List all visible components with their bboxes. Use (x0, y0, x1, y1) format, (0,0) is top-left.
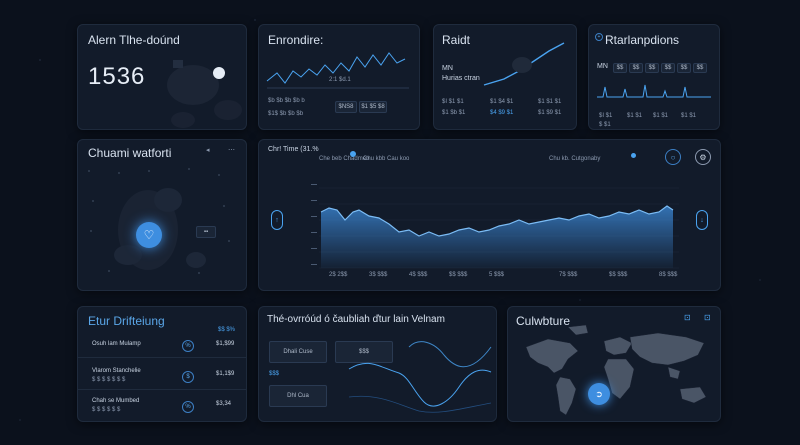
distribution-header: $$ $% (218, 327, 236, 333)
radit-col-3-b: $1 $9 $1 (538, 110, 562, 116)
timeline-next-icon[interactable]: ↓ (696, 210, 708, 230)
distribution-row-label: Chah se Mumbed (92, 398, 140, 404)
distribution-row-label: Osuh lam Mulamp (92, 341, 141, 347)
relations-panel: + Rtarlanpdions MN $$ $$ $$ $$ $$ $$ $ $… (588, 24, 720, 130)
lock-icon[interactable]: ⊡ (684, 313, 691, 322)
overview-panel: Thé-ovrróúd ó čaubliah ďtur lain Velnam … (258, 306, 497, 422)
distribution-row-sub: $ $ $ $ $ $ (92, 407, 121, 413)
distribution-row-button[interactable]: % (182, 401, 194, 413)
world-map (525, 324, 707, 416)
relations-chip[interactable]: $$ (693, 63, 707, 73)
timeline-info-button[interactable]: ○ (665, 149, 681, 165)
timeline-settings-icon[interactable]: ⚙ (695, 149, 711, 165)
relations-chip[interactable]: $$ (677, 63, 691, 73)
timeline-x-tick: 7$ $$$ (559, 272, 578, 278)
relations-chip[interactable]: $$ (613, 63, 627, 73)
map-title: Culwbture (516, 314, 571, 328)
radit-col-1-b: $1 $b $1 (442, 110, 466, 116)
timeline-x-tick: $$ $$$ (449, 272, 468, 278)
distribution-row-value: $3,34 (216, 401, 232, 407)
alerts-rocks-graphic (167, 60, 242, 128)
frontline-badge-1[interactable]: $NS8 (335, 101, 357, 113)
radit-sub-2: Hurias ctran (442, 75, 480, 82)
relations-row-2: $I $1 (599, 113, 613, 119)
relations-spikes (597, 84, 711, 98)
overview-box[interactable]: $$$ (335, 341, 393, 363)
timeline-legend-2: Chu kbb Cau koo (363, 156, 410, 162)
relations-row-5: $1 $1 (681, 113, 697, 119)
distribution-row-label: Vlarom Stanchelie (92, 368, 141, 374)
overview-title: Thé-ovrróúd ó čaubliah ďtur lain Velnam (267, 314, 445, 325)
relations-row-1: $ $1 (599, 122, 611, 128)
map-location-button[interactable]: ➲ (588, 383, 610, 405)
channel-heart-button[interactable]: ♡ (136, 222, 162, 248)
channel-network-graphic (88, 168, 230, 274)
timeline-x-tick: 4$ $$$ (409, 272, 428, 278)
overview-box[interactable]: Dhl Cua (269, 385, 327, 407)
distribution-row[interactable]: Osuh lam Mulamp % $1,$99 (78, 337, 246, 358)
unlock-icon[interactable]: ⊡ (704, 313, 711, 322)
radit-trend-line (483, 42, 565, 86)
timeline-x-tick: $$ $$$ (609, 272, 628, 278)
relations-chip[interactable]: $$ (645, 63, 659, 73)
channel-settings-icon[interactable]: ⋯ (228, 147, 235, 154)
channel-panel: Chuami watforti ◂ ⋯ ♡ ▪▪ (77, 139, 247, 291)
distribution-row[interactable]: Chah se Mumbed $ $ $ $ $ $ % $3,34 (78, 395, 246, 419)
timeline-legend-3: Chu kb. Cutgonaby (549, 156, 601, 162)
channel-collapse-icon[interactable]: ◂ (206, 147, 210, 154)
distribution-panel: Etur Drifteiung $$ $% Osuh lam Mulamp % … (77, 306, 247, 422)
timeline-panel: Chr! Time (31.% Che beb Chadmeo Chu kbb … (258, 139, 721, 291)
relations-chip[interactable]: $$ (661, 63, 675, 73)
distribution-row-sub: $ $ $ $ $ $ $ (92, 377, 126, 383)
frontline-label-1: $b $b $b $b b (268, 98, 305, 104)
radit-title: Raidt (442, 33, 471, 47)
map-panel: Culwbture ⊡ ⊡ ➲ (507, 306, 721, 422)
alerts-title: Alern Tlhe-doúnd (88, 33, 180, 47)
timeline-title: Chr! Time (31.% (268, 146, 319, 153)
radit-panel: Raidt MN Hurias ctran $I $1 $1 $1 $b $1 … (433, 24, 577, 130)
radit-sub-1: MN (442, 65, 453, 72)
timeline-x-tick: 8$ $$$ (659, 272, 678, 278)
relations-title: Rtarlanpdions (605, 33, 680, 47)
frontline-label-3: 2:1 $d.1 (329, 77, 351, 83)
channel-node-chip[interactable]: ▪▪ (196, 226, 216, 238)
relations-chip[interactable]: $$ (629, 63, 643, 73)
overview-wave-chart (348, 341, 492, 413)
timeline-legend-dot[interactable] (350, 151, 356, 157)
relations-mn: MN (597, 63, 608, 70)
alerts-panel: Alern Tlhe-doúnd 1536 (77, 24, 247, 130)
frontline-sparkline (266, 52, 409, 89)
distribution-row-button[interactable]: % (182, 340, 194, 352)
radit-col-3-a: $1 $1 $1 (538, 99, 562, 105)
alerts-pin-icon[interactable] (213, 67, 225, 79)
radit-col-1-a: $I $1 $1 (442, 99, 464, 105)
timeline-x-tick: 3$ $$$ (369, 272, 388, 278)
distribution-row-button[interactable]: $ (182, 371, 194, 383)
frontline-title: Enrondire: (268, 33, 324, 47)
overview-box[interactable]: Dhali Cuse (269, 341, 327, 363)
frontline-panel: Enrondire: $b $b $b $b b $1$ $b $b $b 2:… (258, 24, 420, 130)
distribution-row-value: $1,$99 (216, 341, 235, 347)
radit-col-2-a: $1 $4 $1 (490, 99, 514, 105)
timeline-prev-icon[interactable]: ↑ (271, 210, 283, 230)
frontline-badge-2[interactable]: $1 $5 $8 (359, 101, 387, 113)
distribution-row[interactable]: Vlarom Stanchelie $ $ $ $ $ $ $ $ $1,1$9 (78, 365, 246, 390)
timeline-legend-1: Che beb Chadmeo (319, 156, 370, 162)
alerts-value: 1536 (88, 63, 146, 90)
overview-link[interactable]: $$$ (269, 371, 280, 377)
timeline-x-tick: 5 $$$ (489, 272, 505, 278)
relations-row-4: $1 $1 (653, 113, 669, 119)
distribution-title: Etur Drifteiung (88, 314, 165, 328)
relations-plus-icon[interactable]: + (595, 33, 603, 41)
relations-row-3: $1 $1 (627, 113, 643, 119)
frontline-label-2: $1$ $b $b $b (268, 111, 304, 117)
timeline-x-tick: 2$ 2$$ (329, 272, 348, 278)
radit-col-2-b: $4 $9 $1 (490, 110, 514, 116)
timeline-area-chart (311, 184, 679, 269)
timeline-dot-marker[interactable] (631, 153, 636, 158)
distribution-row-value: $1,1$9 (216, 371, 235, 377)
channel-title: Chuami watforti (88, 146, 172, 160)
